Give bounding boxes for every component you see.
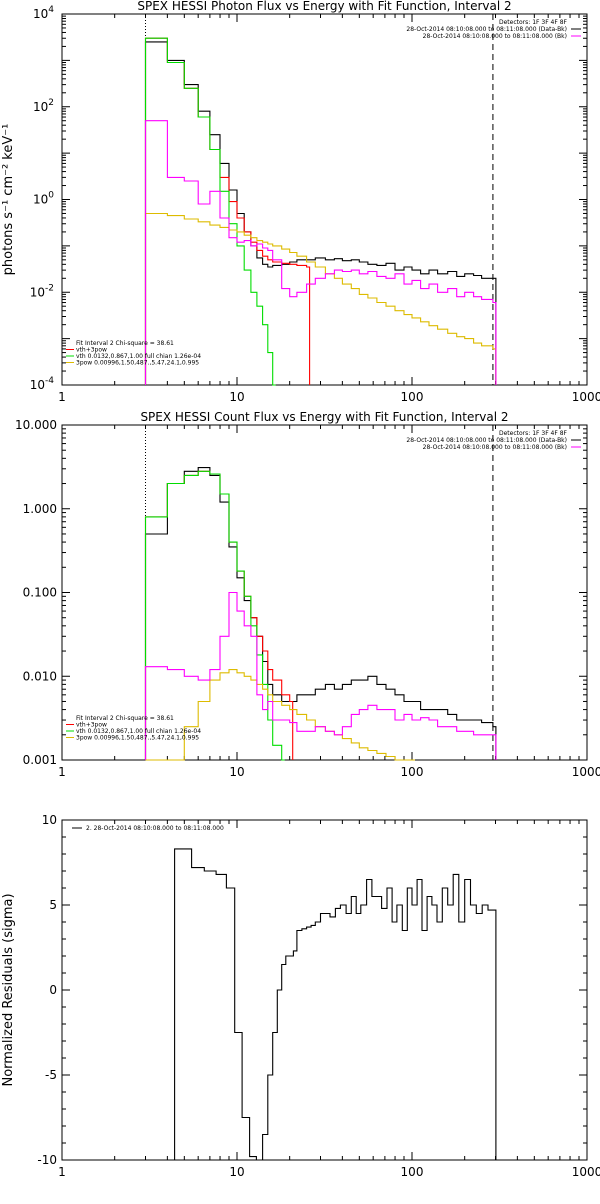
x-tick-label: 10 bbox=[229, 765, 244, 779]
legend-top-0: Detectors: 1F 3F 4F 8F bbox=[499, 430, 568, 437]
legend-top-0: Detectors: 1F 3F 4F 8F bbox=[499, 19, 568, 26]
chart-2: SPEX HESSI Count Flux vs Energy with Fit… bbox=[15, 410, 600, 779]
x-tick-label: 100 bbox=[401, 1165, 424, 1179]
chart-title: SPEX HESSI Count Flux vs Energy with Fit… bbox=[140, 410, 508, 424]
x-tick-label: 1000 bbox=[572, 390, 600, 404]
chart-1: SPEX HESSI Photon Flux vs Energy with Fi… bbox=[1, 0, 600, 404]
legend-bottom-2: vth 0.0132,0.867,1.00 full chian 1.26e-0… bbox=[76, 728, 201, 735]
plot-frame bbox=[61, 13, 588, 386]
y-tick-label: 10-4 bbox=[30, 376, 55, 392]
y-tick-label: 10.000 bbox=[15, 418, 57, 432]
x-tick-label: 1 bbox=[58, 390, 66, 404]
legend-bottom-3: 3pow 0.00996,1.50,487.,5.47,24.1,0.995 bbox=[76, 360, 199, 367]
y-tick-label: -5 bbox=[45, 1068, 57, 1082]
y-tick-exponent: 2 bbox=[48, 98, 54, 108]
legend-bottom-3: 3pow 0.00996,1.50,487.,5.47,24.1,0.995 bbox=[76, 735, 199, 742]
x-tick-label: 1 bbox=[58, 765, 66, 779]
legend-top-0: 2. 28-Oct-2014 08:10:08.000 to 08:11:08.… bbox=[86, 825, 224, 832]
y-tick-base: 10 bbox=[30, 378, 45, 392]
series-vth bbox=[144, 37, 276, 386]
x-tick-label: 100 bbox=[401, 765, 424, 779]
legend-bottom-2: vth 0.0132,0.867,1.00 full chian 1.26e-0… bbox=[76, 353, 201, 360]
legend-top-2: 28-Oct-2014 08:10:08.000 to 08:11:08.000… bbox=[423, 33, 567, 40]
x-tick-label: 10 bbox=[229, 390, 244, 404]
y-tick-label: 10 bbox=[42, 813, 57, 827]
x-tick-label: 1000 bbox=[572, 1165, 600, 1179]
series-model bbox=[144, 37, 311, 385]
legend-bottom-1: vth+3pow bbox=[76, 722, 107, 729]
legend-bottom-1: vth+3pow bbox=[76, 347, 107, 354]
y-tick-label: 5 bbox=[49, 898, 57, 912]
chart-3: Normalized Residuals (sigma)1 10 100 1000-1… bbox=[1, 813, 600, 1179]
series-bk bbox=[144, 120, 497, 385]
x-tick-label: 1000 bbox=[572, 765, 600, 779]
y-tick-base: 10 bbox=[30, 285, 45, 299]
y-tick-label: 0.010 bbox=[23, 669, 57, 683]
x-tick-label: 100 bbox=[401, 390, 424, 404]
plot-frame bbox=[61, 819, 588, 1161]
y-tick-label: 0.001 bbox=[23, 753, 57, 767]
legend-top-2: 28-Oct-2014 08:10:08.000 to 08:11:08.000… bbox=[423, 444, 567, 451]
y-tick-label: -10 bbox=[37, 1153, 57, 1167]
legend-top-1: 28-Oct-2014 08:10:08.000 to 08:11:08.000… bbox=[406, 437, 567, 444]
y-axis-label: Normalized Residuals (sigma) bbox=[1, 893, 16, 1086]
y-tick-base: 10 bbox=[33, 100, 48, 114]
legend-bottom-0: Fit Interval 2 Chi-square = 38.61 bbox=[76, 715, 174, 722]
y-tick-label: 104 bbox=[33, 5, 54, 21]
y-tick-exponent: -4 bbox=[45, 376, 54, 386]
y-tick-base: 10 bbox=[33, 7, 48, 21]
series-bk bbox=[144, 591, 497, 760]
legend-bottom-0: Fit Interval 2 Chi-square = 38.61 bbox=[76, 340, 174, 347]
series-total bbox=[144, 467, 497, 760]
legend-top-1: 28-Oct-2014 08:10:08.000 to 08:11:08.000… bbox=[406, 26, 567, 33]
y-tick-label: 10-2 bbox=[30, 283, 54, 299]
y-tick-label: 100 bbox=[33, 191, 54, 207]
y-axis-label: photons s⁻¹ cm⁻² keV⁻¹ bbox=[1, 124, 16, 276]
y-tick-label: 1.000 bbox=[23, 502, 57, 516]
y-tick-label: 0 bbox=[49, 983, 57, 997]
x-tick-label: 10 bbox=[229, 1165, 244, 1179]
chart-title: SPEX HESSI Photon Flux vs Energy with Fi… bbox=[137, 0, 511, 13]
series-pow bbox=[145, 669, 415, 761]
y-tick-exponent: 0 bbox=[48, 191, 54, 201]
y-tick-exponent: -2 bbox=[45, 283, 54, 293]
plot-frame bbox=[61, 424, 588, 761]
series-total bbox=[145, 848, 497, 1161]
y-tick-label: 0.100 bbox=[23, 586, 57, 600]
x-tick-label: 1 bbox=[58, 1165, 66, 1179]
y-tick-exponent: 4 bbox=[48, 5, 54, 15]
y-tick-label: 102 bbox=[33, 98, 54, 114]
y-tick-base: 10 bbox=[33, 193, 48, 207]
series-vth bbox=[144, 470, 285, 761]
